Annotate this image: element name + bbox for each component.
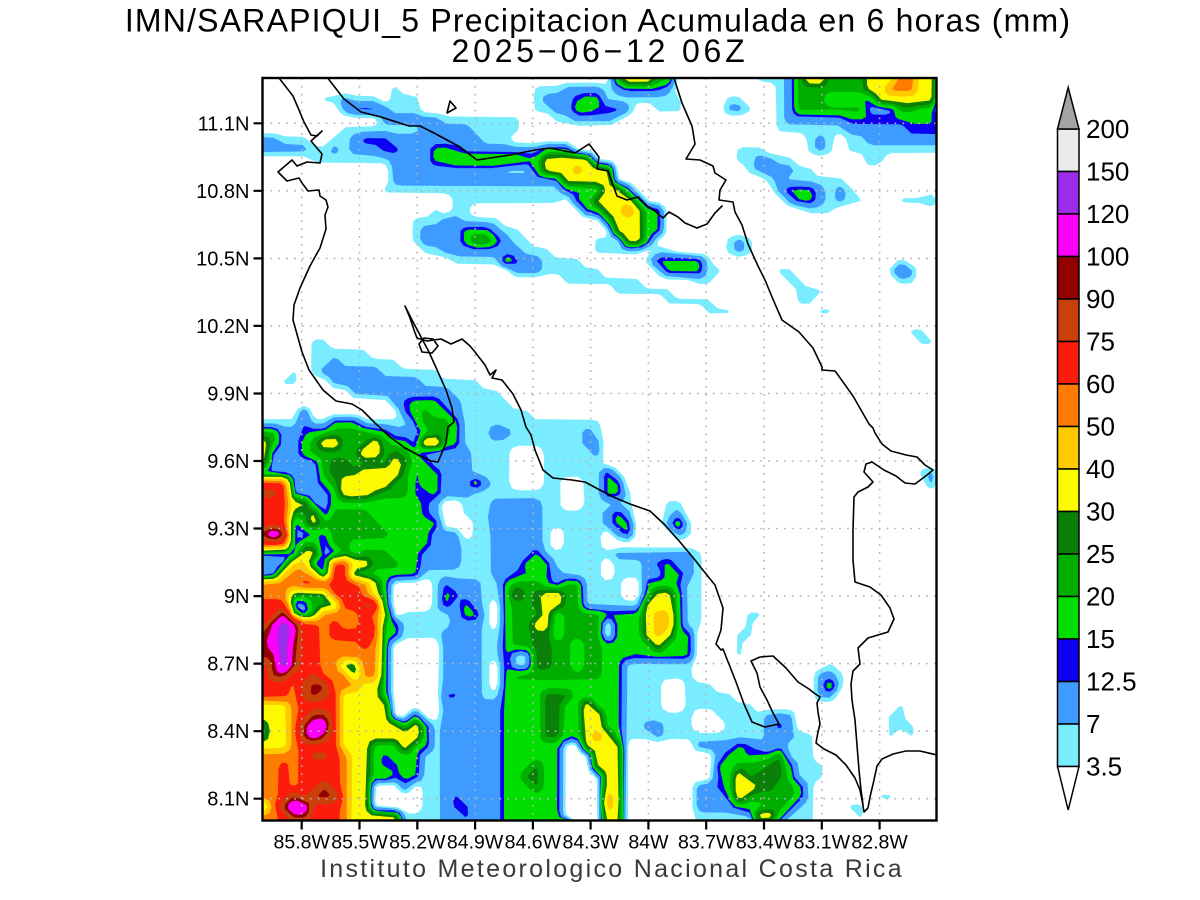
svg-text:8.4N: 8.4N	[207, 721, 249, 743]
svg-text:7: 7	[1086, 709, 1100, 739]
svg-text:25: 25	[1086, 539, 1115, 569]
svg-text:84W: 84W	[628, 832, 669, 854]
svg-text:90: 90	[1086, 284, 1115, 314]
svg-text:15: 15	[1086, 624, 1115, 654]
svg-text:150: 150	[1086, 157, 1129, 187]
svg-text:9.3N: 9.3N	[207, 519, 249, 541]
svg-text:83.1W: 83.1W	[794, 832, 851, 854]
svg-text:100: 100	[1086, 242, 1129, 272]
svg-text:11.1N: 11.1N	[198, 113, 250, 135]
svg-text:2025−06−12 06Z: 2025−06−12 06Z	[452, 33, 749, 69]
svg-text:82.8W: 82.8W	[851, 832, 908, 854]
svg-text:85.2W: 85.2W	[389, 832, 446, 854]
svg-text:8.1N: 8.1N	[207, 789, 249, 811]
svg-text:8.7N: 8.7N	[207, 654, 249, 676]
svg-text:30: 30	[1086, 497, 1115, 527]
svg-text:20: 20	[1086, 582, 1115, 612]
svg-text:84.9W: 84.9W	[447, 832, 504, 854]
svg-text:9N: 9N	[224, 586, 250, 608]
svg-text:9.6N: 9.6N	[207, 451, 249, 473]
svg-text:85.8W: 85.8W	[274, 832, 331, 854]
svg-text:84.3W: 84.3W	[562, 832, 619, 854]
svg-text:60: 60	[1086, 369, 1115, 399]
svg-text:75: 75	[1086, 327, 1115, 357]
svg-text:200: 200	[1086, 114, 1129, 144]
svg-text:10.2N: 10.2N	[196, 316, 249, 338]
svg-text:50: 50	[1086, 412, 1115, 442]
svg-text:83.7W: 83.7W	[678, 832, 735, 854]
svg-text:85.5W: 85.5W	[331, 832, 388, 854]
svg-text:84.6W: 84.6W	[505, 832, 562, 854]
svg-text:10.8N: 10.8N	[196, 181, 249, 203]
svg-text:120: 120	[1086, 199, 1129, 229]
svg-text:Instituto Meteorologico Nacion: Instituto Meteorologico Nacional Costa R…	[320, 855, 904, 883]
svg-text:83.4W: 83.4W	[736, 832, 793, 854]
svg-text:12.5: 12.5	[1086, 667, 1137, 697]
svg-text:10.5N: 10.5N	[196, 248, 249, 270]
svg-text:9.9N: 9.9N	[207, 383, 249, 405]
svg-text:IMN/SARAPIQUI_5 Precipitacion: IMN/SARAPIQUI_5 Precipitacion Acumulada …	[125, 3, 1071, 39]
svg-text:40: 40	[1086, 454, 1115, 484]
svg-text:3.5: 3.5	[1086, 752, 1122, 782]
